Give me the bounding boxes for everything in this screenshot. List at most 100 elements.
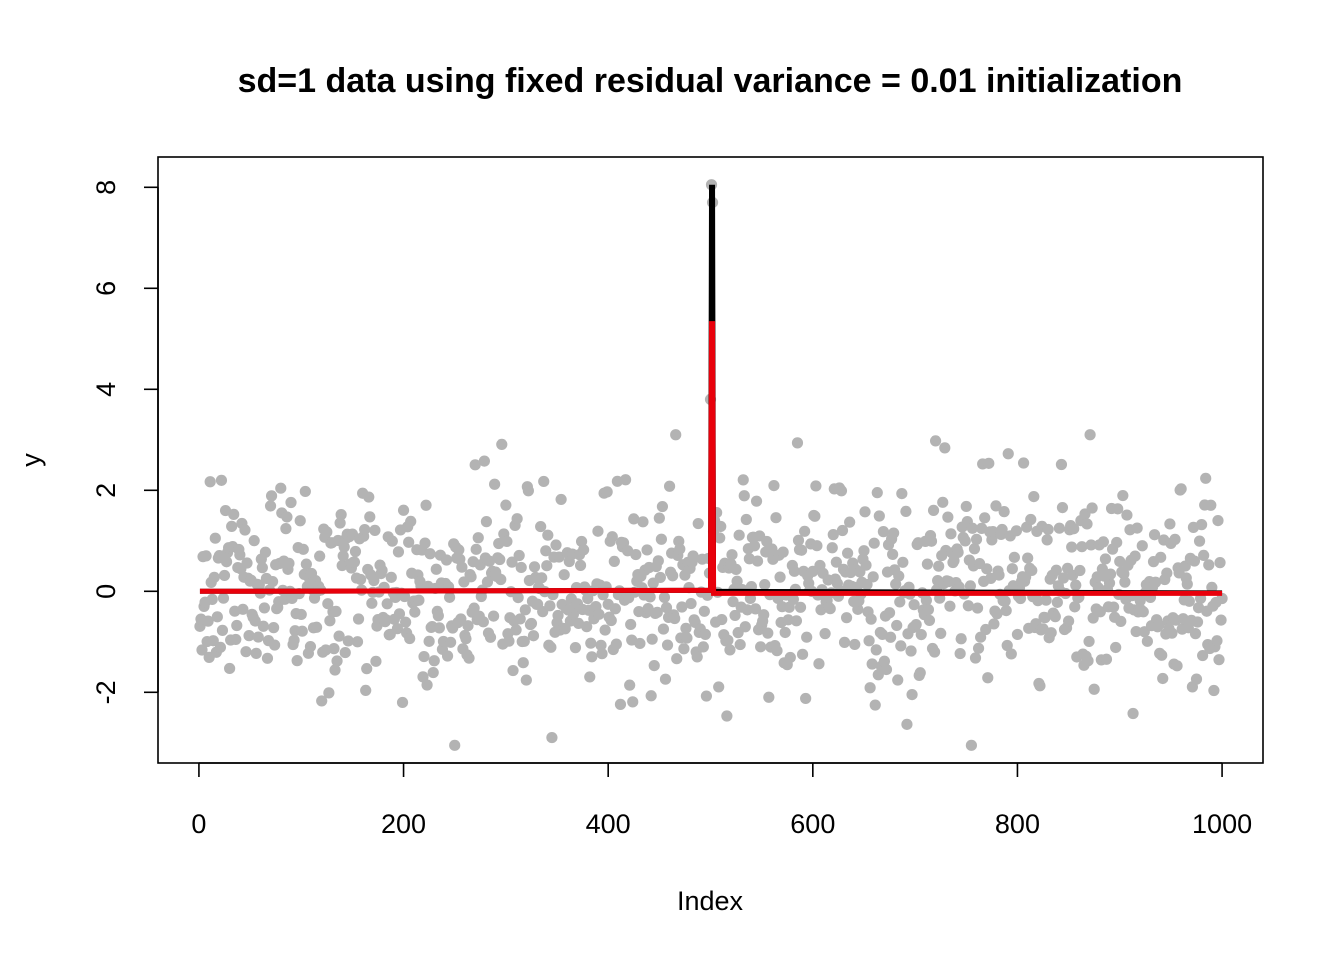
data-point (893, 570, 905, 582)
data-point (586, 651, 598, 663)
data-point (929, 435, 942, 447)
data-point (376, 564, 388, 576)
data-point (731, 575, 743, 587)
data-point (842, 547, 854, 559)
data-point (295, 608, 307, 621)
data-point (730, 563, 742, 576)
data-point (1034, 680, 1046, 692)
data-point (864, 682, 876, 694)
data-point (266, 575, 279, 588)
data-point (209, 532, 221, 544)
data-point (739, 621, 751, 633)
data-point (655, 533, 667, 545)
data-point (300, 558, 312, 570)
data-point (291, 655, 303, 667)
data-point (354, 573, 367, 586)
data-point (925, 535, 938, 547)
data-point (1181, 578, 1193, 590)
data-point (1099, 553, 1112, 565)
data-point (330, 605, 342, 618)
data-point (1066, 541, 1078, 553)
data-point (782, 614, 794, 626)
data-point (801, 631, 813, 643)
data-point (865, 613, 877, 625)
data-point (981, 563, 993, 575)
data-point (359, 523, 371, 536)
data-point (1070, 579, 1082, 591)
data-point (1100, 653, 1113, 665)
data-point (877, 526, 890, 538)
data-point (423, 635, 435, 647)
data-point (883, 607, 896, 619)
data-point (1042, 523, 1054, 536)
data-point (1083, 635, 1095, 648)
data-point (964, 580, 976, 592)
data-point (674, 543, 686, 555)
data-point (1025, 513, 1037, 526)
data-point (727, 596, 739, 608)
data-point (413, 594, 425, 606)
data-point (324, 615, 336, 627)
data-point (729, 609, 741, 622)
data-point (698, 605, 710, 617)
y-tick-label: 2 (91, 483, 121, 498)
data-point (1129, 550, 1141, 562)
data-point (230, 633, 242, 646)
data-point (202, 615, 214, 627)
data-point (799, 525, 811, 537)
data-point (982, 672, 994, 684)
data-point (420, 499, 432, 511)
data-point (512, 592, 524, 604)
x-tick-label: 600 (790, 809, 835, 839)
data-point (1010, 525, 1023, 537)
data-point (737, 474, 749, 486)
data-point (768, 479, 780, 492)
data-point (419, 537, 431, 549)
data-point (253, 579, 265, 591)
data-point (349, 545, 362, 558)
data-point (214, 641, 227, 653)
data-point (281, 511, 293, 523)
data-point (908, 599, 920, 611)
data-point (1171, 660, 1183, 672)
data-point (952, 546, 964, 558)
data-point (870, 644, 882, 656)
data-point (207, 635, 219, 647)
data-point (634, 637, 646, 650)
data-point (614, 698, 627, 710)
data-point (444, 591, 456, 603)
data-point (651, 606, 663, 618)
data-point (1190, 673, 1203, 685)
data-point (1094, 606, 1106, 618)
data-point (970, 533, 983, 545)
data-point (692, 517, 704, 530)
data-point (409, 606, 421, 618)
data-point (538, 475, 550, 488)
data-point (405, 515, 417, 528)
data-point (460, 633, 472, 645)
data-point (663, 480, 676, 492)
data-point (351, 636, 364, 648)
data-point (969, 652, 982, 664)
data-point (314, 550, 326, 562)
data-point (871, 487, 883, 499)
data-point (297, 543, 309, 555)
data-point (887, 548, 899, 560)
data-point (955, 633, 967, 645)
data-point (323, 687, 335, 699)
data-point (1169, 533, 1181, 545)
data-point (528, 561, 541, 573)
data-point (400, 616, 412, 628)
data-point (211, 611, 223, 623)
data-point (248, 535, 260, 547)
data-point (453, 544, 465, 556)
data-point (338, 541, 350, 553)
data-point (396, 696, 409, 709)
data-point (983, 457, 995, 469)
data-point (542, 529, 554, 541)
data-point (915, 629, 927, 641)
data-point (1000, 605, 1012, 617)
data-point (738, 490, 750, 502)
data-point (759, 578, 771, 591)
data-point (928, 646, 941, 658)
